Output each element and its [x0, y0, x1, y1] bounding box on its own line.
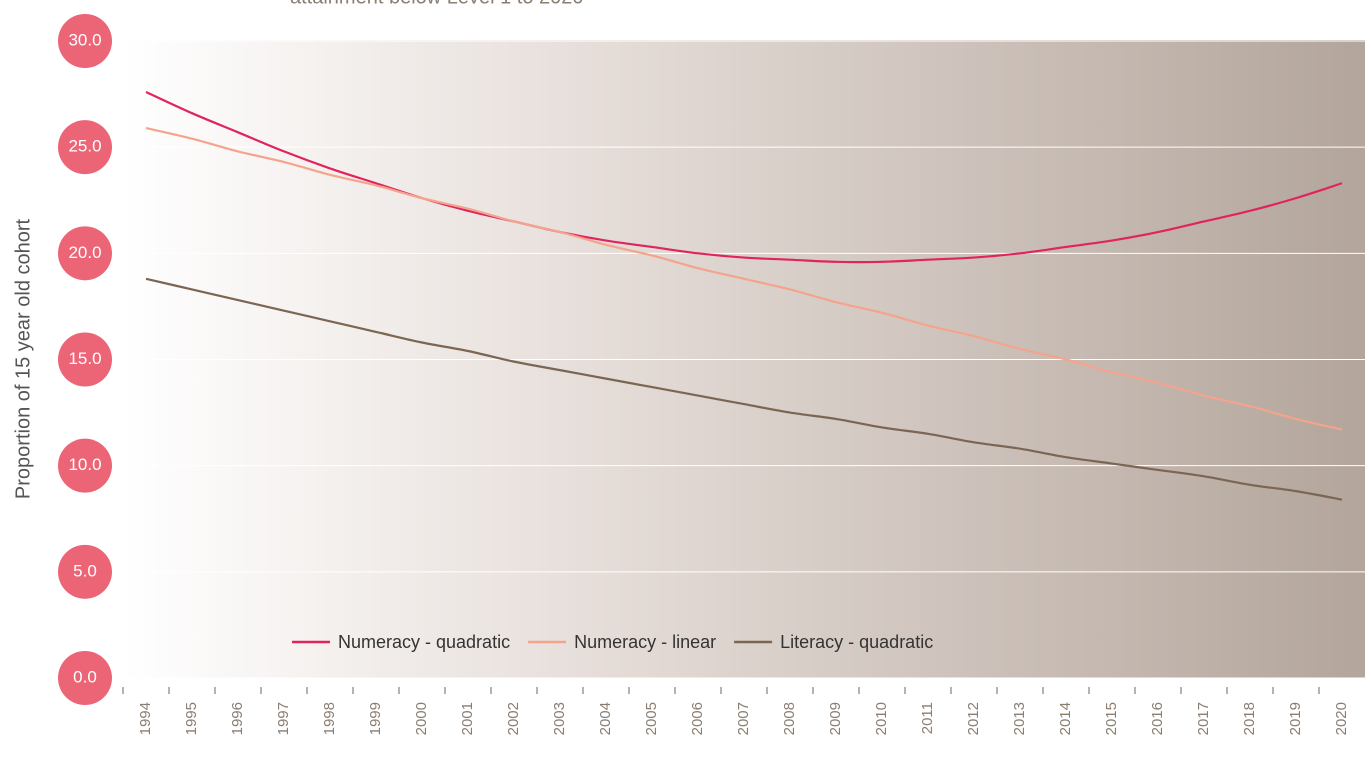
- x-tick-label: 2013: [1011, 702, 1028, 735]
- x-tick-label: 2015: [1103, 702, 1120, 735]
- y-tick-label: 10.0: [68, 455, 101, 474]
- y-tick-badge: [58, 438, 112, 493]
- x-tick-label: 1996: [229, 702, 246, 735]
- legend-label: Numeracy - linear: [574, 632, 716, 652]
- x-tick-label: 2007: [735, 702, 752, 735]
- legend-item: Literacy - quadratic: [734, 632, 933, 652]
- x-tick-label: 2012: [965, 702, 982, 735]
- x-tick-label: 2019: [1287, 702, 1304, 735]
- x-tick-label: 1994: [137, 702, 154, 735]
- y-tick-badge: [58, 332, 112, 387]
- x-tick-label: 2003: [551, 702, 568, 735]
- y-tick-label: 20.0: [68, 243, 101, 262]
- x-tick-label: 1997: [275, 702, 292, 735]
- x-tick-label: 2006: [689, 702, 706, 735]
- chart-title: attainment below Level 1 to 2020: [290, 0, 584, 8]
- y-tick-badge: [58, 14, 112, 68]
- x-tick-label: 2017: [1195, 702, 1212, 735]
- x-tick-label: 2011: [919, 702, 936, 734]
- x-tick-label: 1999: [367, 702, 384, 735]
- y-tick-badge: [58, 120, 112, 175]
- x-tick-label: 1998: [321, 702, 338, 735]
- legend-label: Numeracy - quadratic: [338, 632, 510, 652]
- x-tick-label: 2016: [1149, 702, 1166, 735]
- legend-item: Numeracy - linear: [528, 632, 716, 652]
- x-tick-label: 1995: [183, 702, 200, 735]
- x-tick-label: 2008: [781, 702, 798, 735]
- y-axis-label: Proportion of 15 year old cohort: [12, 218, 34, 499]
- y-tick-badge: [58, 651, 112, 705]
- y-tick-label: 30.0: [68, 30, 101, 49]
- x-tick-label: 2004: [597, 702, 614, 735]
- legend-item: Numeracy - quadratic: [292, 632, 510, 652]
- series-line: [145, 126, 1343, 431]
- series-line: [145, 277, 1343, 501]
- x-tick-label: 2018: [1241, 702, 1258, 735]
- x-tick-label: 2009: [827, 702, 844, 735]
- x-tick-label: 2005: [643, 702, 660, 735]
- y-tick-label: 5.0: [73, 561, 97, 580]
- x-tick-label: 2002: [505, 702, 522, 735]
- x-tick-label: 2000: [413, 702, 430, 735]
- legend-label: Literacy - quadratic: [780, 632, 933, 652]
- series-line: [145, 90, 1343, 264]
- x-tick-label: 2001: [459, 702, 476, 735]
- y-tick-label: 15.0: [68, 349, 101, 368]
- y-tick-label: 25.0: [68, 137, 101, 156]
- x-tick-label: 2010: [873, 702, 890, 735]
- y-tick-badge: [58, 544, 112, 599]
- x-tick-label: 2014: [1057, 702, 1074, 735]
- y-tick-badge: [58, 226, 112, 281]
- x-tick-label: 2020: [1333, 702, 1350, 735]
- y-tick-label: 0.0: [73, 667, 97, 686]
